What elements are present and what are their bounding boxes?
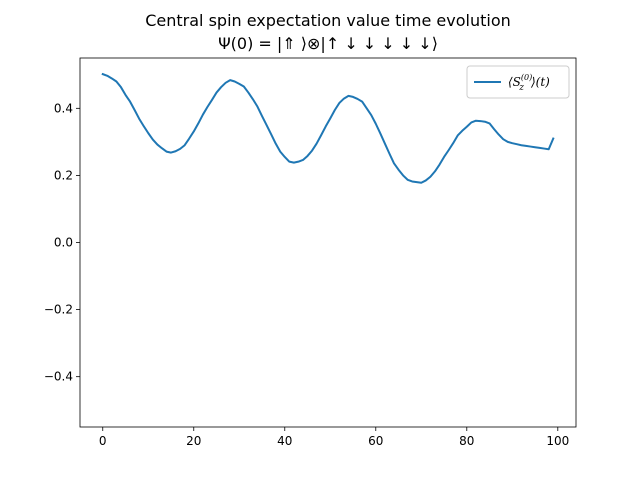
y-tick-label: −0.4 bbox=[44, 370, 73, 384]
y-tick-label: 0.0 bbox=[54, 236, 73, 250]
plot-area: 0 20 40 60 80 100 −0.4 −0.2 0.0 0.2 0.4 ⟨S(0) z ⟩(t) bbox=[44, 57, 577, 448]
x-tick-label: 0 bbox=[99, 434, 107, 448]
chart-subtitle: Ψ(0) = |⇑ ⟩⊗|↑ ↓ ↓ ↓ ↓ ↓⟩ bbox=[218, 34, 438, 53]
legend-label: ⟨S(0) z ⟩(t) bbox=[508, 73, 550, 93]
y-tick-label: −0.2 bbox=[44, 303, 73, 317]
series-line-0 bbox=[101, 72, 555, 184]
x-tick-label: 40 bbox=[277, 434, 292, 448]
chart-title: Central spin expectation value time evol… bbox=[145, 11, 511, 30]
x-tick-label: 80 bbox=[459, 434, 474, 448]
x-tick-label: 60 bbox=[368, 434, 383, 448]
x-tick-label: 100 bbox=[546, 434, 569, 448]
y-tick-label: 0.2 bbox=[54, 168, 73, 182]
y-tick-label: 0.4 bbox=[54, 101, 73, 115]
x-tick-label: 20 bbox=[186, 434, 201, 448]
legend-box bbox=[466, 65, 570, 99]
